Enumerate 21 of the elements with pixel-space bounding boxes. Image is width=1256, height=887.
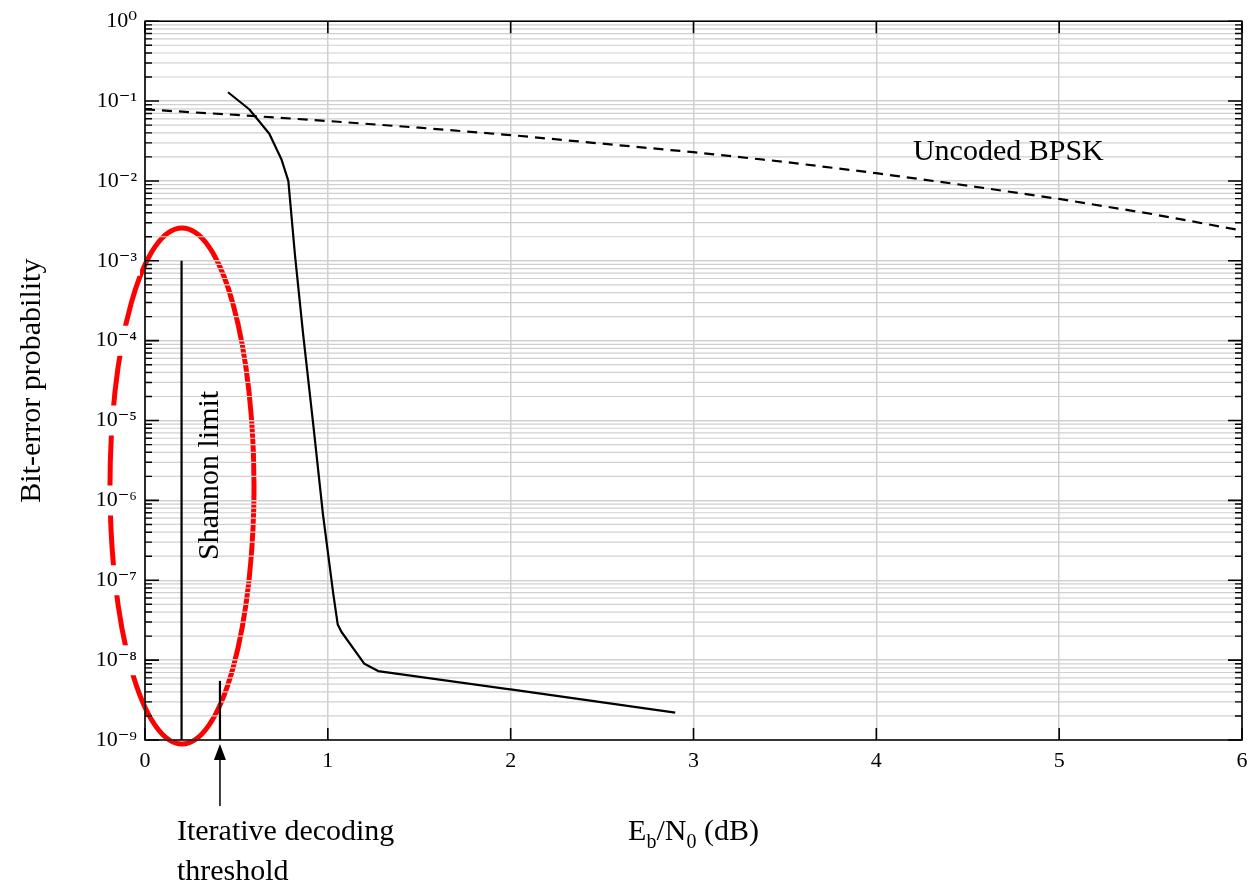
annotation: Iterative decoding threshold xyxy=(176,813,395,886)
y-tick-label: 10⁻² xyxy=(96,166,138,192)
x-tick-label: 5 xyxy=(1053,746,1065,772)
y-tick-label: 10⁻³ xyxy=(96,246,138,272)
y-axis-title: Bit-error probability xyxy=(13,258,46,503)
y-tick-label: 10⁻⁷ xyxy=(95,566,137,592)
y-tick-label: 10⁻⁴ xyxy=(95,326,138,352)
y-tick-label: 10⁰ xyxy=(106,6,138,32)
x-tick-label: 4 xyxy=(870,746,882,772)
y-tick-label: 10⁻⁹ xyxy=(95,725,138,751)
text: Shannon limit xyxy=(190,390,224,560)
x-tick-label: 6 xyxy=(1236,746,1248,772)
series-label: Uncoded BPSK xyxy=(912,133,1105,167)
x-tick-label: 2 xyxy=(505,746,517,772)
y-tick-label: 10⁻¹ xyxy=(96,86,137,112)
x-tick-label: 1 xyxy=(322,746,334,772)
y-tick-label: 10⁻⁶ xyxy=(95,486,137,512)
y-tick-label: 10⁻⁸ xyxy=(95,645,137,671)
x-tick-label: 3 xyxy=(688,746,699,772)
x-tick-label: 0 xyxy=(139,746,151,772)
y-tick-label: 10⁻⁵ xyxy=(95,406,137,432)
